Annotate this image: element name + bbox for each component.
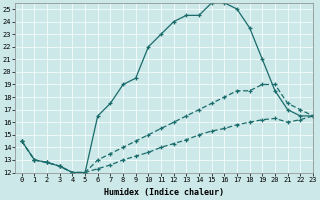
X-axis label: Humidex (Indice chaleur): Humidex (Indice chaleur) bbox=[104, 188, 224, 197]
